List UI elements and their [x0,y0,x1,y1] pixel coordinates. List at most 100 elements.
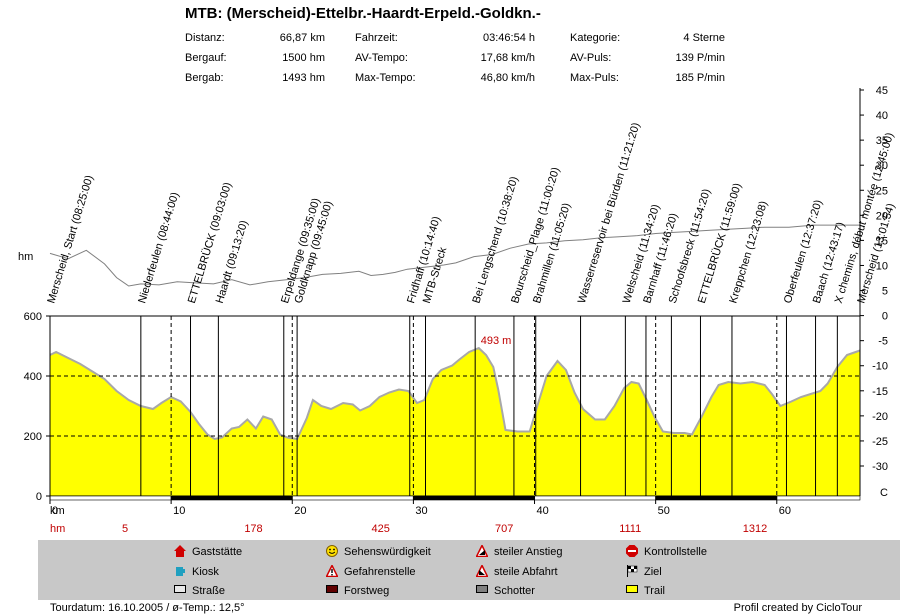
waypoint-labels: Merscheid, Start (08:25:00) Niederfeulen … [45,121,897,305]
stat-value: 46,80 km/h [480,72,535,84]
hm-value: 707 [495,523,513,535]
legend-item-schotter: Schotter [476,585,535,597]
waypoint-lines [140,316,838,496]
hm-value: 1312 [743,523,767,535]
stat-label: Kategorie: [570,32,621,44]
x-tick-label: 30 [415,505,427,517]
hm-row-label: hm [50,523,65,535]
speed-trace-line [49,224,860,287]
y-axis-label: hm [18,251,33,263]
elevation-profile-chart: Merscheid, Start (08:25:00) Niederfeulen … [18,85,897,535]
hm-value: 1111 [619,523,641,535]
stat-value: 185 P/min [675,72,725,84]
legend-item-strasse: Straße [174,585,225,597]
stat-label: Bergab: [185,72,224,84]
y-tick-label: 600 [24,311,42,323]
legend-item-ziel: Ziel [626,565,662,578]
x-axis-label: km [50,505,65,517]
stat-label: Bergauf: [185,52,227,64]
stat-value: 1500 hm [282,52,325,64]
temp-tick-label: 45 [876,85,888,97]
surface-segment [413,496,535,500]
credit: Profil created by CicloTour [733,602,862,614]
elevation-area [50,348,860,496]
checkered-flag-icon [626,565,638,577]
stat-label: Distanz: [185,32,225,44]
axes [49,88,861,501]
tour-date: Tourdatum: 16.10.2005 / ø-Temp.: 12,5° [50,602,245,614]
hm-value: 178 [244,523,262,535]
waypoint-label: Merscheid, Start (08:25:00) [45,174,95,305]
elevation-outline [49,346,861,441]
stat-value: 17,68 km/h [480,52,535,64]
chart-title: MTB: (Merscheid)-Ettelbr.-Haardt-Erpeld.… [185,5,541,22]
stat-label: Max-Puls: [570,72,619,84]
temp-unit-label: C [880,487,888,499]
warning-icon [325,563,339,578]
speed-trace [49,224,860,287]
stat-value: 03:46:54 h [483,32,535,44]
legend-item-steiler-anstieg: steiler Anstieg [475,543,562,558]
legend-item-kiosk: Kiosk [174,565,219,578]
stat-value: 66,87 km [279,32,325,44]
stop-sign-icon [626,545,638,557]
legend-item-steile-abfahrt: steile Abfahrt [475,563,558,578]
steep-descent-icon [475,563,489,578]
temp-tick-label: 0 [882,311,888,323]
profile-area [49,346,861,496]
legend-item-gaststaette: Gaststätte [174,545,242,558]
temp-tick-label: 35 [876,135,888,147]
surface-segment [171,496,293,500]
legend-item-forstweg: Forstweg [326,585,389,597]
stat-label: AV-Puls: [570,52,612,64]
x-tick-label: 0 [52,505,58,517]
grid-lines [50,316,860,496]
surface-segment [655,496,777,500]
stat-label: Fahrzeit: [355,32,398,44]
steep-climb-icon [475,543,489,558]
temp-tick-label: 20 [876,210,888,222]
stat-label: Max-Tempo: [355,72,416,84]
legend-item-sehenswuerdigkeit: Sehenswürdigkeit [326,545,431,558]
legend: Gaststätte Sehenswürdigkeit steiler Anst… [38,540,900,600]
swatch-forest-icon [326,585,338,593]
stat-label: AV-Tempo: [355,52,408,64]
swatch-trail-icon [626,585,638,593]
temp-tick-label: 10 [876,260,888,272]
y-tick-label: 200 [24,431,42,443]
temp-tick-label: 30 [876,160,888,172]
house-red-icon [174,545,186,557]
stat-value: 4 Sterne [683,32,725,44]
temp-tick-label: -30 [872,461,888,473]
x-tick-label: 20 [294,505,306,517]
y-tick-label: 400 [24,371,42,383]
waypoint-label: Niederfeulen (08:44:00) [136,191,181,305]
swatch-road-icon [174,585,186,593]
x-tick-label: 10 [173,505,185,517]
temp-tick-label: -15 [872,386,888,398]
stat-value: 1493 hm [282,72,325,84]
temp-tick-label: -25 [872,436,888,448]
temp-tick-label: 40 [876,110,888,122]
x-tick-label: 40 [537,505,549,517]
x-tick-label: 60 [779,505,791,517]
max-elevation-label: 493 m [481,335,512,347]
temp-tick-label: -20 [872,411,888,423]
legend-item-trail: Trail [626,585,665,597]
temp-tick-label: 15 [876,235,888,247]
temp-tick-label: 25 [876,185,888,197]
temp-tick-label: -5 [878,336,888,348]
hm-value: 425 [372,523,390,535]
legend-item-gefahrenstelle: Gefahrenstelle [325,563,416,578]
waypoint-label: Bei Lengschend (10:38:20) [471,175,521,305]
swatch-gravel-icon [476,585,488,593]
stat-value: 139 P/min [675,52,725,64]
legend-item-kontrollstelle: Kontrollstelle [626,545,707,558]
x-tick-label: 50 [658,505,670,517]
temp-tick-label: 5 [882,286,888,298]
hm-value: 5 [122,523,128,535]
temp-tick-label: -10 [872,361,888,373]
cup-icon [174,565,186,577]
y-tick-label: 0 [36,491,42,503]
